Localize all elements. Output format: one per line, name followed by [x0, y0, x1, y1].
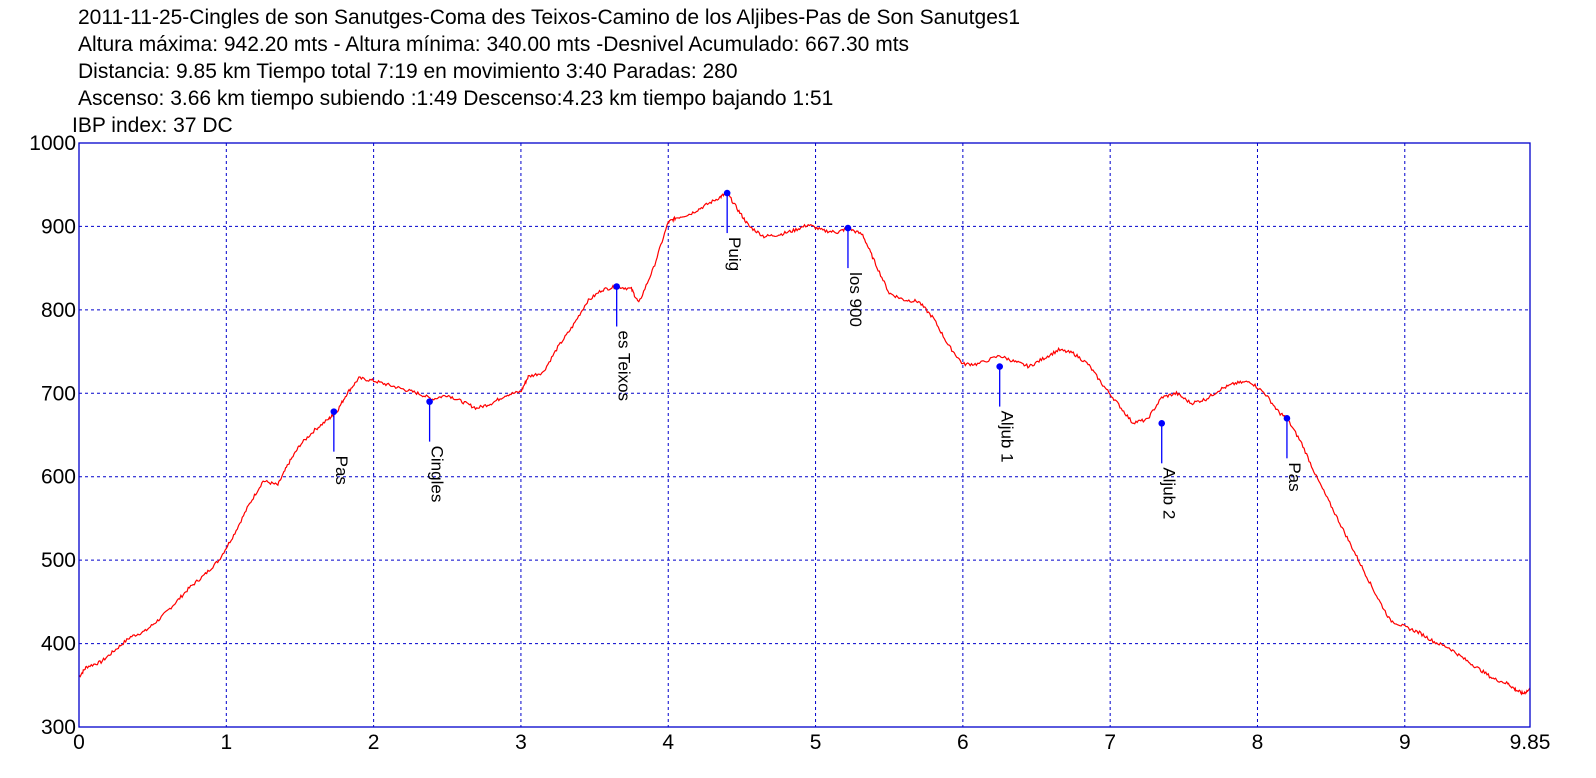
- marker-label: es Teixos: [615, 330, 634, 401]
- marker-label: los 900: [846, 272, 865, 327]
- x-tick-label: 6: [957, 731, 969, 754]
- waypoint-marker: Aljub 2: [1158, 420, 1179, 519]
- y-tick-label: 900: [41, 215, 76, 238]
- waypoint-marker: es Teixos: [613, 283, 634, 401]
- marker-dot: [426, 398, 433, 405]
- marker-label: Puig: [725, 237, 744, 271]
- x-tick-label: 3: [515, 731, 527, 754]
- waypoint-marker: Aljub 1: [996, 363, 1017, 463]
- x-tick-label: 4: [662, 731, 674, 754]
- x-tick-label: 1: [220, 731, 232, 754]
- waypoint-marker: Pas: [1283, 415, 1304, 492]
- y-tick-label: 400: [41, 633, 76, 656]
- profile-series: [78, 191, 1531, 696]
- plot-frame: [78, 142, 1531, 728]
- chart-header: 2011-11-25-Cingles de son Sanutges-Coma …: [72, 4, 1558, 139]
- grid: [79, 143, 1530, 727]
- ascent-descent-summary: Ascenso: 3.66 km tiempo subiendo :1:49 D…: [78, 87, 834, 110]
- waypoint-marker: los 900: [844, 224, 865, 327]
- y-tick-label: 600: [41, 466, 76, 489]
- waypoint-marker: Cingles: [426, 398, 447, 503]
- marker-dot: [723, 189, 731, 197]
- x-tick-label: 0: [73, 731, 85, 754]
- altitude-summary: Altura máxima: 942.20 mts - Altura mínim…: [78, 33, 910, 56]
- distance-summary: Distancia: 9.85 km Tiempo total 7:19 en …: [78, 60, 738, 83]
- y-axis-ticks: 300 400 500 600 700 800 900 1000: [29, 132, 76, 739]
- y-tick-label: 700: [41, 382, 76, 405]
- marker-dot: [613, 283, 620, 290]
- marker-label: Aljub 1: [998, 411, 1017, 463]
- marker-dot: [1158, 420, 1166, 427]
- elevation-line: [78, 191, 1531, 696]
- x-tick-label: 9.85: [1510, 731, 1551, 754]
- marker-dot: [996, 363, 1003, 370]
- marker-label: Cingles: [428, 446, 447, 503]
- marker-dot: [1283, 415, 1291, 422]
- x-tick-label: 8: [1252, 731, 1264, 754]
- marker-label: Aljub 2: [1160, 467, 1179, 519]
- y-tick-label: 500: [41, 549, 76, 572]
- waypoint-markers: Pas Cingles es Teixos Puig los 900 Aljub 1 Alj…: [330, 189, 1304, 519]
- waypoint-marker: Pas: [330, 408, 351, 485]
- marker-dot: [330, 408, 338, 415]
- marker-dot: [844, 224, 852, 232]
- ibp-index: IBP index: 37 DC: [72, 114, 233, 137]
- chart-title: 2011-11-25-Cingles de son Sanutges-Coma …: [78, 6, 1021, 29]
- y-tick-label: 300: [41, 716, 76, 739]
- x-tick-label: 2: [368, 731, 380, 754]
- waypoint-marker: Puig: [723, 189, 744, 271]
- x-tick-label: 7: [1104, 731, 1116, 754]
- marker-label: Pas: [1285, 462, 1304, 491]
- x-tick-label: 5: [810, 731, 822, 754]
- x-tick-label: 9: [1399, 731, 1411, 754]
- y-tick-label: 1000: [29, 132, 76, 155]
- marker-label: Pas: [332, 456, 351, 485]
- y-tick-label: 800: [41, 299, 76, 322]
- x-axis-ticks: 0 1 2 3 4 5 6 7 8 9 9.85: [73, 731, 1550, 754]
